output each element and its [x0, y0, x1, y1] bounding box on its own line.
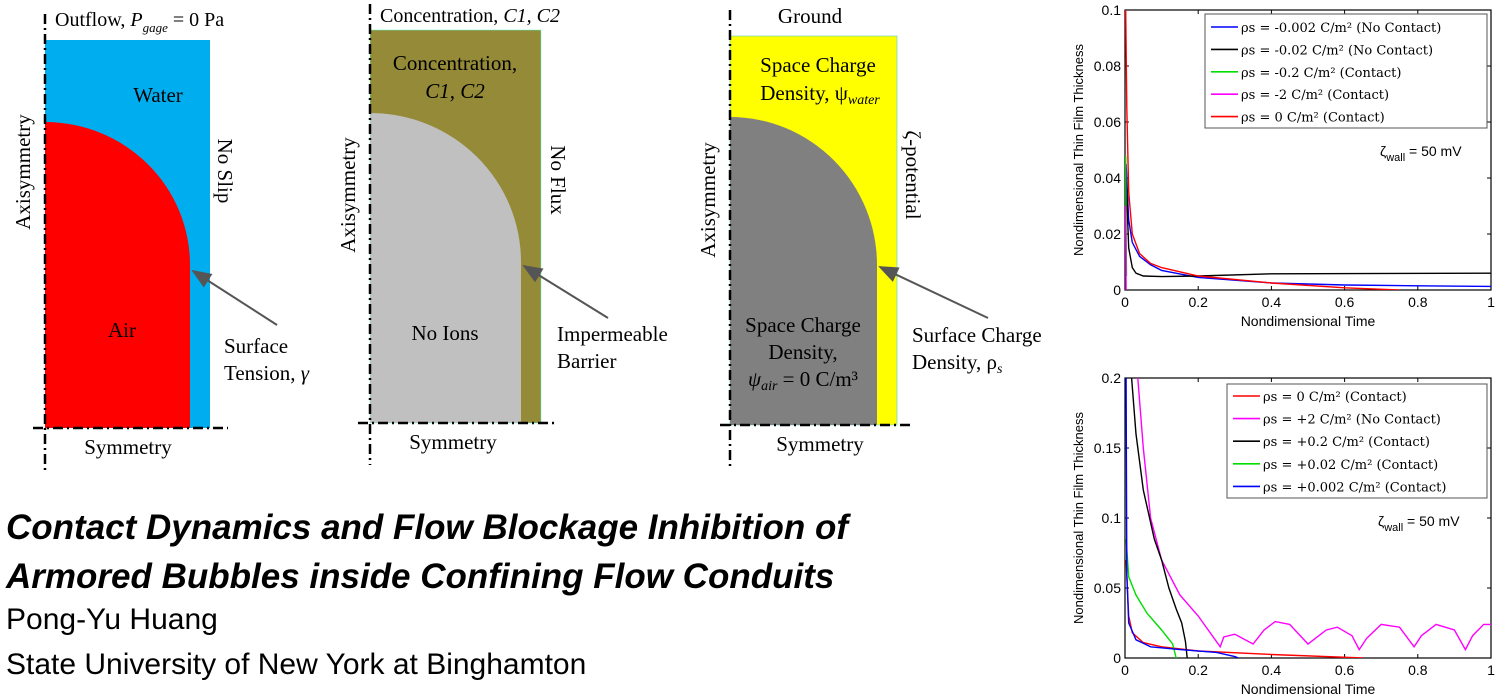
concentration-diagram: Concentration, C1, C2 Concentration, C1,… [336, 4, 668, 465]
x-tick-label: 0 [1121, 294, 1129, 310]
series-line [1125, 538, 1177, 658]
axisymmetry-label: Axisymmetry [11, 114, 35, 230]
legend-entry: ρs = -0.002 C/m² (No Contact) [1241, 21, 1441, 36]
series-line [1125, 177, 1491, 278]
x-tick-label: 0 [1121, 662, 1129, 678]
outflow-label: Outflow, Pgage = 0 Pa [55, 9, 224, 35]
arrow-icon [522, 264, 609, 319]
symmetry-label: Symmetry [84, 435, 172, 459]
space-charge-air-label-2: Density, [768, 340, 837, 364]
legend-box [1226, 383, 1488, 499]
zeta-wall-annotation: ζwall = 50 mV [1380, 143, 1462, 164]
y-tick-label: 0.1 [1102, 2, 1122, 18]
y-tick-label: 0 [1113, 650, 1121, 666]
flow-diagram: Outflow, Pgage = 0 Pa Water Air Axisymme… [11, 9, 310, 472]
y-tick-label: 0.05 [1094, 580, 1121, 596]
zeta-value: = 50 mV [1405, 143, 1462, 159]
x-tick-label: 1 [1487, 294, 1495, 310]
legend-entry: ρs = 0 C/m² (Contact) [1241, 111, 1385, 126]
x-axis-label: Nondimensional Time [1241, 681, 1376, 697]
air-bubble [45, 122, 190, 428]
zeta-symbol: ζ [1378, 513, 1384, 529]
x-tick-label: 0.4 [1262, 294, 1282, 310]
y-tick-label: 0.02 [1094, 226, 1121, 242]
x-tick-label: 0.8 [1408, 294, 1428, 310]
x-tick-label: 0.4 [1262, 662, 1282, 678]
poster-title-line-2: Armored Bubbles inside Confining Flow Co… [6, 557, 835, 596]
concentration-top-label: Concentration, C1, C2 [380, 5, 560, 27]
symmetry-label: Symmetry [409, 430, 497, 454]
water-label: Water [133, 83, 183, 107]
y-tick-label: 0 [1113, 282, 1121, 298]
y-tick-label: 0.15 [1094, 440, 1121, 456]
space-charge-air-label-3: ψair = 0 C/m³ [748, 367, 858, 394]
arrow-icon [878, 266, 989, 319]
ground-label: Ground [778, 4, 843, 28]
legend-entry: ρs = 0 C/m² (Contact) [1263, 390, 1407, 405]
series-line [1125, 163, 1491, 288]
no-ions-bubble [370, 113, 521, 423]
surface-tension-label-1: Surface [224, 334, 288, 358]
author-name: Pong-Yu Huang [6, 603, 218, 636]
legend-entry: ρs = -0.02 C/m² (No Contact) [1241, 43, 1433, 58]
y-axis-label: Nondimensional Thin Film Thickness [1071, 44, 1086, 256]
series-line [1125, 559, 1363, 658]
y-axis-label: Nondimensional Thin Film Thickness [1071, 412, 1086, 624]
series-line [1125, 378, 1239, 658]
zeta-value: = 50 mV [1403, 513, 1460, 529]
x-tick-label: 0.6 [1335, 294, 1355, 310]
y-tick-label: 0.1 [1102, 510, 1122, 526]
axisymmetry-label: Axisymmetry [336, 137, 360, 253]
zeta-wall-annotation: ζwall = 50 mV [1378, 513, 1460, 534]
surface-charge-label-2: Density, ρs [912, 350, 1003, 377]
chart-positive-charge: 0 0.2 0.4 0.6 0.8 1 0 0.05 0.1 0.15 0.2 Nondimensio… [1071, 370, 1495, 697]
y-tick-label: 0.04 [1094, 170, 1121, 186]
legend-entry: ρs = +0.02 C/m² (Contact) [1263, 458, 1438, 473]
impermeable-label-1: Impermeable [557, 322, 668, 346]
y-tick-label: 0.2 [1102, 370, 1122, 386]
zeta-subscript: wall [1383, 522, 1403, 534]
series-line [1137, 378, 1491, 652]
legend-box [1204, 13, 1488, 129]
legend-entry: ρs = -0.2 C/m² (Contact) [1241, 66, 1401, 81]
legend-entry: ρs = +0.002 C/m² (Contact) [1263, 480, 1446, 495]
space-charge-water-label-2: Density, ψwater [760, 81, 880, 108]
y-tick-label: 0.08 [1094, 58, 1121, 74]
concentration-region-label-2: C1, C2 [425, 79, 485, 103]
x-axis-label: Nondimensional Time [1241, 313, 1376, 329]
air-label: Air [108, 318, 136, 342]
x-tick-label: 0.2 [1188, 294, 1208, 310]
zeta-subscript: wall [1385, 152, 1405, 164]
no-ions-label: No Ions [411, 321, 478, 345]
poster-title-line-1: Contact Dynamics and Flow Blockage Inhib… [6, 508, 849, 547]
zeta-symbol: ζ [1380, 143, 1386, 159]
space-charge-water-label-1: Space Charge [760, 53, 876, 77]
symmetry-label: Symmetry [776, 432, 864, 456]
x-tick-label: 0.8 [1408, 662, 1428, 678]
series-line [1125, 10, 1400, 290]
air-charge-bubble [730, 117, 877, 425]
legend-entry: ρs = +2 C/m² (No Contact) [1263, 413, 1441, 428]
axisymmetry-label: Axisymmetry [696, 142, 720, 258]
no-flux-label: No Flux [546, 145, 570, 215]
surface-charge-label-1: Surface Charge [912, 323, 1042, 347]
x-tick-label: 0.6 [1335, 662, 1355, 678]
zeta-potential-label: ζ-potential [901, 130, 925, 219]
charge-diagram: Ground Space Charge Density, ψwater Spac… [696, 4, 1042, 470]
surface-tension-label-2: Tension, γ [224, 361, 310, 385]
space-charge-air-label-1: Space Charge [745, 313, 861, 337]
y-tick-label: 0.06 [1094, 114, 1121, 130]
chart-negative-charge: 0 0.2 0.4 0.6 0.8 1 0 0.02 0.04 0.06 0.08 0.1 Nondim… [1071, 2, 1495, 329]
concentration-region-label-1: Concentration, [393, 51, 517, 75]
x-tick-label: 1 [1487, 662, 1495, 678]
legend-entry: ρs = -2 C/m² (Contact) [1241, 88, 1389, 103]
impermeable-label-2: Barrier [557, 349, 616, 373]
legend-entry: ρs = +0.2 C/m² (Contact) [1263, 435, 1430, 450]
series-line [1130, 378, 1188, 658]
arrow-icon [191, 269, 278, 326]
affiliation: State University of New York at Binghamt… [6, 648, 587, 681]
x-tick-label: 0.2 [1188, 662, 1208, 678]
no-slip-label: No Slip [213, 139, 237, 204]
